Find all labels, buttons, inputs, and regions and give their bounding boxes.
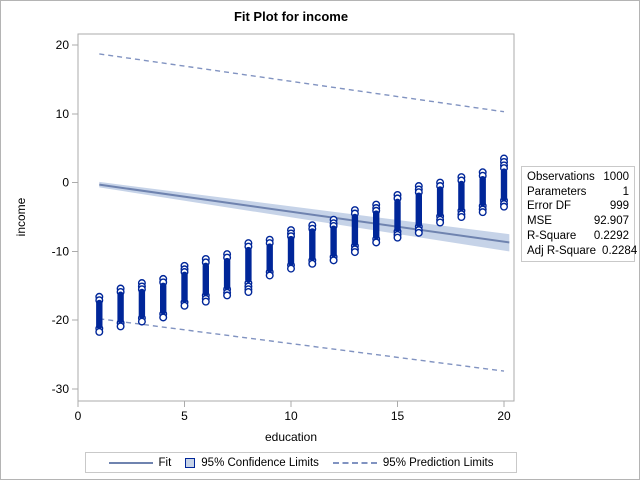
stat-label: Error DF <box>527 200 572 213</box>
legend: Fit 95% Confidence Limits 95% Prediction… <box>85 452 517 473</box>
stat-label: Observations <box>527 171 595 183</box>
scatter-column <box>223 250 232 300</box>
svg-text:20: 20 <box>497 409 511 423</box>
fit-statistics-table: Observations 1000 Parameters 1 Error DF … <box>521 166 637 263</box>
svg-text:0: 0 <box>62 176 69 190</box>
svg-text:15: 15 <box>391 409 405 423</box>
stat-row-observations: Observations 1000 <box>527 170 629 185</box>
stat-value: 92.907 <box>593 215 629 228</box>
scatter-column <box>201 254 210 306</box>
scatter-column <box>457 173 466 221</box>
scatter-column <box>159 274 168 322</box>
scatter-column <box>414 182 423 237</box>
legend-item-fit: Fit <box>108 456 172 469</box>
scatter-column <box>393 190 402 242</box>
stat-label: R-Square <box>527 229 577 242</box>
legend-item-confidence: 95% Confidence Limits <box>185 457 319 469</box>
stat-value: 0.2292 <box>593 229 629 242</box>
scatter-column <box>116 284 125 331</box>
scatter-column <box>308 221 317 268</box>
svg-text:10: 10 <box>284 409 298 423</box>
scatter-column <box>287 226 296 273</box>
stat-row-parameters: Parameters 1 <box>527 185 629 200</box>
fit-line-swatch-icon <box>108 461 153 464</box>
scatter-column <box>244 239 253 296</box>
scatter-column <box>180 261 189 310</box>
stat-value: 1 <box>622 185 629 198</box>
legend-label: 95% Confidence Limits <box>201 456 319 469</box>
scatter-column <box>265 235 274 280</box>
svg-text:-20: -20 <box>52 313 70 327</box>
legend-label: Fit <box>158 456 172 469</box>
scatter-column <box>350 206 359 257</box>
scatter-column <box>436 178 445 227</box>
svg-text:20: 20 <box>56 38 70 52</box>
scatter-column <box>478 168 487 217</box>
svg-text:-30: -30 <box>52 382 70 396</box>
scatter-column <box>137 279 146 326</box>
svg-text:10: 10 <box>56 107 70 121</box>
x-axis-label: education <box>264 430 318 444</box>
scatter-column <box>372 200 381 247</box>
stat-row-mse: MSE 92.907 <box>527 214 629 229</box>
stat-label: MSE <box>527 215 552 228</box>
stat-row-error-df: Error DF 999 <box>527 199 629 214</box>
legend-label: 95% Prediction Limits <box>382 456 494 469</box>
stat-label: Adj R-Square <box>527 244 597 257</box>
y-axis-label: income <box>14 197 28 237</box>
legend-item-prediction: 95% Prediction Limits <box>332 456 494 469</box>
scatter-column <box>500 154 509 211</box>
stat-value: 1000 <box>603 171 629 183</box>
svg-text:0: 0 <box>75 409 82 423</box>
stat-row-adj-r-square: Adj R-Square 0.2284 <box>527 244 637 259</box>
stat-value: 999 <box>609 200 629 213</box>
stat-label: Parameters <box>527 185 587 198</box>
stat-value: 0.2284 <box>602 244 638 257</box>
scatter-column <box>95 292 104 336</box>
prediction-limits-swatch-icon <box>332 461 377 464</box>
chart-title: Fit Plot for income <box>233 9 349 24</box>
confidence-limits-swatch-icon <box>185 457 196 468</box>
stat-row-r-square: R-Square 0.2292 <box>527 229 629 244</box>
svg-text:-10: -10 <box>52 244 70 258</box>
svg-text:5: 5 <box>181 409 188 423</box>
scatter-column <box>329 215 338 265</box>
